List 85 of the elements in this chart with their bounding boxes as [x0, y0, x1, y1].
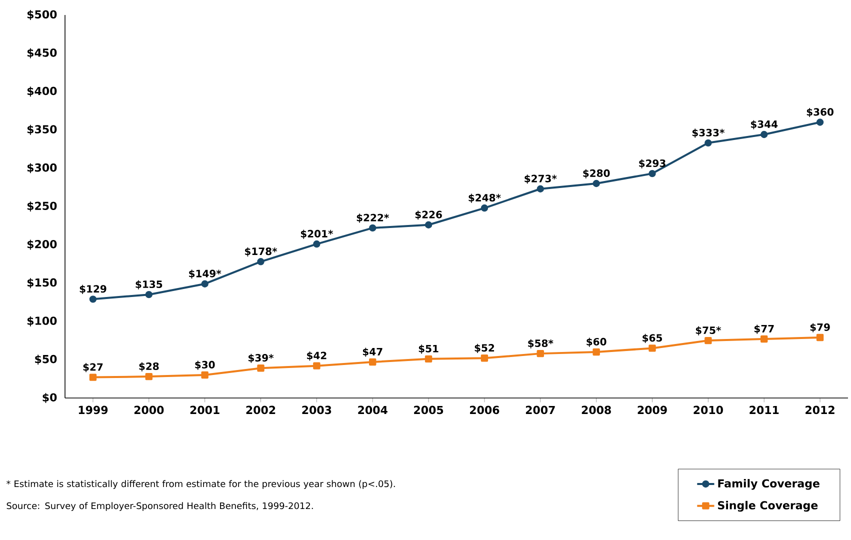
point [704, 139, 712, 147]
data-label: $360 [806, 108, 834, 118]
data-label: $27 [83, 363, 103, 372]
point [89, 296, 97, 303]
point [760, 335, 768, 343]
point [257, 258, 264, 266]
y-tick-label: $300 [27, 163, 57, 174]
y-tick-label: $400 [27, 86, 57, 97]
point [480, 354, 488, 362]
data-label: $52 [474, 344, 494, 353]
legend-label: Single Coverage [718, 500, 818, 512]
point [536, 350, 544, 358]
legend-label: Family Coverage [718, 479, 820, 490]
point [536, 185, 544, 192]
data-label: $222* [356, 214, 389, 223]
point [369, 224, 376, 232]
y-tick-label: $100 [27, 316, 57, 326]
point [201, 280, 208, 288]
data-label: $75* [696, 326, 722, 336]
x-tick-label: 2006 [470, 406, 500, 414]
data-label: $201* [300, 230, 334, 239]
x-tick-label: 2001 [190, 406, 220, 414]
point [816, 334, 824, 342]
y-tick-label: $350 [27, 124, 57, 135]
data-label: $42 [307, 352, 326, 361]
data-label: $77 [754, 324, 774, 334]
data-label: $293 [639, 159, 666, 168]
point [816, 118, 824, 126]
data-label: $178* [245, 247, 278, 256]
x-tick-label: 1999 [78, 406, 108, 414]
point [201, 371, 208, 379]
data-label: $65 [642, 334, 662, 344]
x-tick-label: 2010 [694, 406, 723, 414]
y-tick-label: $450 [27, 48, 57, 58]
point [648, 344, 656, 352]
x-tick-label: 2007 [526, 406, 555, 414]
point [760, 130, 768, 138]
data-label: $344 [750, 120, 778, 130]
data-label: $51 [418, 344, 438, 354]
point [369, 358, 376, 366]
x-tick-label: 2000 [134, 406, 164, 414]
x-tick-label: 2012 [806, 406, 834, 414]
y-tick-label: $250 [27, 202, 57, 212]
data-label: $135 [136, 280, 162, 290]
data-label: $333* [692, 128, 725, 138]
x-tick-label: 2003 [302, 406, 332, 414]
data-label: $273* [524, 174, 557, 184]
x-tick-label: 2008 [582, 406, 611, 414]
point [313, 362, 320, 370]
point [704, 336, 712, 344]
text: * Estimate is statistically different from estimate for the previous year shown (p<.05). [6, 480, 395, 489]
point [145, 372, 152, 380]
data-label: $60 [586, 338, 606, 347]
data-label: $226 [415, 210, 442, 220]
source-note: Source: Survey of Employer-Sponsored Health Benefits, 1999-2012. [6, 502, 313, 511]
y-tick-label: $50 [35, 354, 57, 365]
point [592, 348, 600, 356]
point [424, 355, 432, 363]
data-label: $129 [80, 284, 106, 294]
point [89, 374, 97, 381]
data-label: $280 [583, 169, 610, 178]
x-tick-label: 2002 [246, 406, 276, 414]
y-tick-label: $0 [42, 393, 57, 403]
data-label: $30 [195, 360, 215, 370]
point [592, 180, 600, 188]
data-label: $79 [810, 323, 830, 332]
data-label: $149* [189, 270, 222, 279]
point [257, 364, 264, 372]
y-tick-label: $500 [27, 10, 57, 20]
y-tick-label: $150 [27, 278, 57, 288]
y-tick-label: $200 [27, 240, 57, 250]
x-tick-label: 2004 [358, 406, 388, 414]
data-label: $58* [528, 339, 554, 348]
x-tick-label: 2011 [750, 406, 779, 414]
point [424, 221, 432, 228]
data-label: $47 [362, 348, 382, 357]
x-tick-label: 2005 [414, 406, 444, 414]
x-tick-label: 2009 [638, 406, 667, 414]
point [313, 240, 320, 248]
data-label: $39* [248, 354, 274, 363]
point [648, 170, 656, 178]
data-label: $248* [468, 194, 501, 203]
point [480, 204, 488, 212]
data-label: $28 [139, 362, 159, 372]
point [145, 290, 152, 298]
